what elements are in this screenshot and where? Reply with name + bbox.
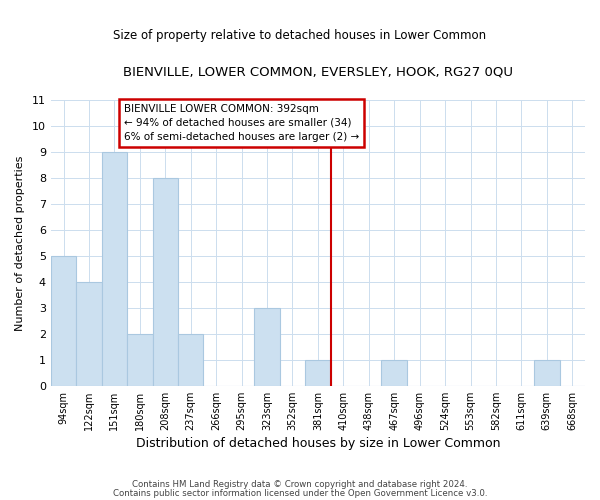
Title: BIENVILLE, LOWER COMMON, EVERSLEY, HOOK, RG27 0QU: BIENVILLE, LOWER COMMON, EVERSLEY, HOOK,… xyxy=(123,65,513,78)
Bar xyxy=(305,360,331,386)
Text: Contains HM Land Registry data © Crown copyright and database right 2024.: Contains HM Land Registry data © Crown c… xyxy=(132,480,468,489)
Bar xyxy=(101,152,127,386)
Bar xyxy=(127,334,152,386)
Bar xyxy=(254,308,280,386)
Y-axis label: Number of detached properties: Number of detached properties xyxy=(15,155,25,330)
Bar xyxy=(76,282,101,386)
Bar xyxy=(51,256,76,386)
X-axis label: Distribution of detached houses by size in Lower Common: Distribution of detached houses by size … xyxy=(136,437,500,450)
Bar xyxy=(178,334,203,386)
Text: Size of property relative to detached houses in Lower Common: Size of property relative to detached ho… xyxy=(113,30,487,43)
Bar xyxy=(534,360,560,386)
Bar xyxy=(152,178,178,386)
Bar xyxy=(382,360,407,386)
Text: BIENVILLE LOWER COMMON: 392sqm
← 94% of detached houses are smaller (34)
6% of s: BIENVILLE LOWER COMMON: 392sqm ← 94% of … xyxy=(124,104,359,142)
Text: Contains public sector information licensed under the Open Government Licence v3: Contains public sector information licen… xyxy=(113,489,487,498)
